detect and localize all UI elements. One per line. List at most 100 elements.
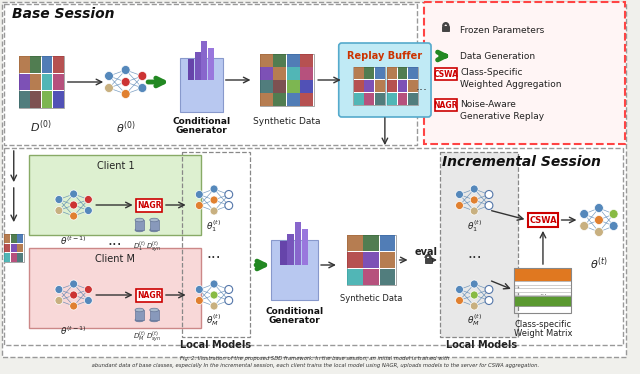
Text: $D^{(0)}$: $D^{(0)}$: [30, 118, 52, 135]
Circle shape: [485, 297, 493, 304]
Circle shape: [456, 190, 463, 199]
Bar: [364, 252, 379, 268]
Bar: [287, 93, 300, 106]
Bar: [136, 288, 162, 301]
FancyBboxPatch shape: [29, 248, 201, 328]
Text: ...: ...: [207, 245, 221, 261]
Bar: [260, 54, 273, 67]
Ellipse shape: [135, 318, 144, 322]
Bar: [136, 199, 162, 212]
Bar: [260, 54, 314, 106]
Text: $D_{M}^{(t)}$: $D_{M}^{(t)}$: [133, 329, 146, 343]
Circle shape: [470, 291, 478, 299]
Text: $\theta^{(t-1)}$: $\theta^{(t-1)}$: [60, 325, 87, 337]
Bar: [397, 93, 408, 105]
Bar: [4, 253, 10, 262]
Bar: [260, 67, 273, 80]
Ellipse shape: [135, 218, 144, 222]
Circle shape: [210, 207, 218, 215]
Bar: [380, 252, 396, 268]
Text: Local Models: Local Models: [445, 340, 516, 350]
Text: NAGR: NAGR: [137, 200, 161, 209]
Bar: [364, 80, 374, 92]
Bar: [150, 310, 159, 320]
Circle shape: [138, 71, 147, 80]
Bar: [4, 234, 24, 262]
Circle shape: [210, 185, 218, 193]
Bar: [347, 235, 363, 251]
Circle shape: [470, 196, 478, 204]
Bar: [301, 93, 314, 106]
Bar: [273, 93, 287, 106]
Circle shape: [195, 297, 204, 304]
FancyBboxPatch shape: [4, 4, 417, 145]
Text: ...: ...: [539, 288, 547, 297]
Bar: [287, 54, 300, 67]
Ellipse shape: [150, 228, 159, 232]
Circle shape: [225, 297, 233, 304]
Circle shape: [210, 291, 218, 299]
Text: Synthetic Data: Synthetic Data: [340, 294, 403, 303]
Bar: [287, 80, 300, 93]
Text: Noise-Aware: Noise-Aware: [461, 99, 516, 108]
Bar: [515, 281, 572, 285]
Text: Weight Matrix: Weight Matrix: [514, 329, 572, 338]
Bar: [19, 56, 29, 73]
Circle shape: [104, 71, 113, 80]
Circle shape: [121, 89, 130, 98]
Bar: [364, 67, 374, 79]
Bar: [17, 234, 23, 243]
Text: $\theta^{(0)}$: $\theta^{(0)}$: [116, 119, 136, 136]
Bar: [408, 93, 418, 105]
Bar: [17, 243, 23, 252]
Bar: [364, 93, 374, 105]
Bar: [374, 80, 385, 92]
Bar: [30, 74, 41, 91]
Text: $\theta^{(t-1)}$: $\theta^{(t-1)}$: [60, 235, 87, 247]
Bar: [528, 213, 557, 227]
Bar: [280, 241, 287, 265]
Text: Local Models: Local Models: [180, 340, 252, 350]
Text: Generator: Generator: [269, 316, 321, 325]
Bar: [397, 67, 408, 79]
Bar: [301, 229, 308, 265]
Circle shape: [470, 185, 478, 193]
Circle shape: [225, 202, 233, 209]
FancyBboxPatch shape: [339, 43, 431, 117]
Circle shape: [225, 285, 233, 294]
Bar: [374, 67, 385, 79]
Bar: [53, 56, 63, 73]
Bar: [260, 80, 273, 93]
Circle shape: [104, 83, 113, 92]
Bar: [150, 220, 159, 230]
Circle shape: [55, 297, 63, 304]
Circle shape: [609, 209, 618, 218]
Circle shape: [470, 302, 478, 310]
Bar: [19, 74, 29, 91]
Bar: [374, 93, 385, 105]
Text: Class-specific: Class-specific: [515, 320, 572, 329]
Circle shape: [84, 297, 92, 304]
Circle shape: [595, 215, 604, 224]
Circle shape: [595, 227, 604, 236]
FancyBboxPatch shape: [29, 155, 201, 235]
Text: $\theta^{(t)}$: $\theta^{(t)}$: [590, 255, 608, 272]
FancyBboxPatch shape: [4, 148, 623, 345]
Text: Generative Replay: Generative Replay: [461, 111, 545, 120]
Bar: [353, 67, 385, 105]
Circle shape: [84, 196, 92, 203]
Circle shape: [55, 206, 63, 215]
Text: $\theta_{M}^{(t)}$: $\theta_{M}^{(t)}$: [467, 312, 482, 328]
Bar: [273, 80, 287, 93]
Text: Client 1: Client 1: [97, 161, 134, 171]
Bar: [42, 91, 52, 108]
Circle shape: [210, 280, 218, 288]
Bar: [11, 243, 17, 252]
Bar: [53, 74, 63, 91]
Bar: [273, 54, 287, 67]
Text: $\theta_{1}^{(t)}$: $\theta_{1}^{(t)}$: [207, 218, 221, 234]
Bar: [201, 41, 207, 80]
Circle shape: [485, 190, 493, 199]
Circle shape: [195, 190, 204, 199]
Circle shape: [595, 203, 604, 212]
